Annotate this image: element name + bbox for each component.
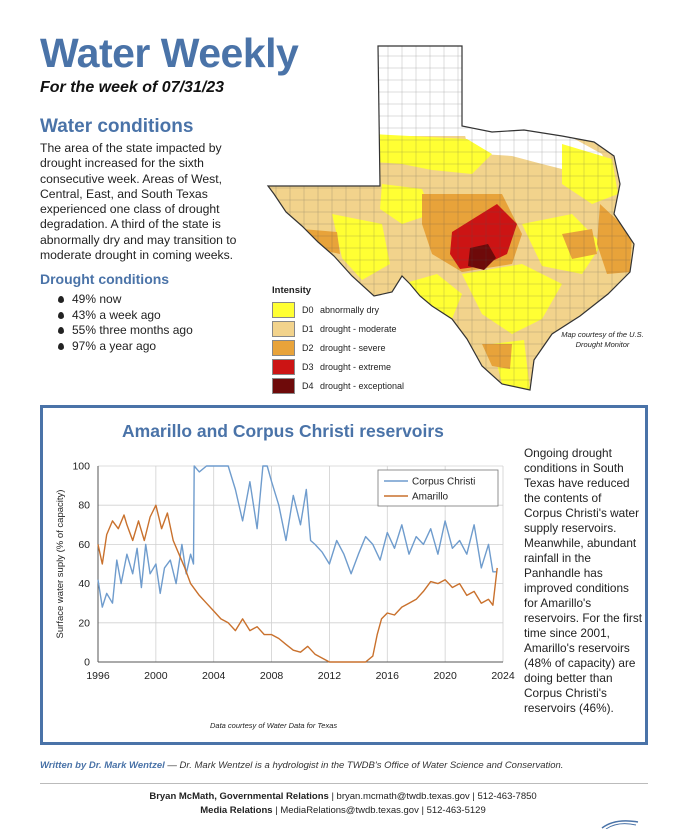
author-name: Written by Dr. Mark Wentzel <box>40 760 165 771</box>
drop-icon <box>58 296 64 303</box>
legend-item: D1 drought - moderate <box>272 319 404 338</box>
reservoir-description: Ongoing drought conditions in South Texa… <box>524 446 642 715</box>
legend-item: D0 abnormally dry <box>272 300 404 319</box>
drought-conditions-heading: Drought conditions <box>40 271 170 287</box>
reservoir-panel <box>40 405 648 745</box>
newsletter-title: Water Weekly <box>40 30 299 76</box>
week-subtitle: For the week of 07/31/23 <box>40 79 225 96</box>
reservoir-chart: 0 20 40 60 80 100 1996 2000 2004 2008 2012 2016 2020… <box>55 461 515 683</box>
legend-swatch <box>272 301 295 318</box>
contact-governmental: Bryan McMath, Governmental Relations | b… <box>149 791 537 802</box>
divider <box>40 783 648 784</box>
chart-legend-box <box>377 469 499 507</box>
data-credit: Data courtesy of Water Data for Texas <box>210 721 338 730</box>
y-tick-label: 80 <box>78 500 90 512</box>
legend-item: D3 drought - extreme <box>272 357 404 376</box>
series-line-amarillo <box>97 504 498 663</box>
author-bio: — Dr. Mark Wentzel is a hydrologist in t… <box>164 760 564 771</box>
x-tick-label: 2012 <box>318 670 342 682</box>
legend-item: D4 drought - exceptional <box>272 376 404 395</box>
y-tick-label: 100 <box>72 461 90 473</box>
drought-item: 97% a year ago <box>58 339 193 355</box>
legend-item: D2 drought - severe <box>272 338 404 357</box>
drought-item: 43% a week ago <box>58 308 193 324</box>
map-credit: Map courtesy of the U.S. Drought Monitor <box>561 330 644 349</box>
map-legend: Intensity D0 abnormally dry D1 drought - m… <box>272 285 404 395</box>
x-tick-label: 1996 <box>86 670 110 682</box>
x-tick-label: 2024 <box>491 670 515 682</box>
x-tick-label: 2020 <box>433 670 457 682</box>
water-conditions-heading: Water conditions <box>40 116 194 137</box>
drop-icon <box>58 342 64 350</box>
legend-label: Corpus Christi <box>412 477 475 488</box>
drought-list: 49% now 43% a week ago 55% three months … <box>58 292 193 354</box>
contact-media: Media Relations | MediaRelations@twdb.te… <box>200 805 486 816</box>
twdb-logo <box>601 820 639 829</box>
texas-drought-map <box>267 45 635 391</box>
drought-item: 49% now <box>58 292 193 308</box>
y-tick-label: 0 <box>84 657 90 669</box>
x-tick-label: 2008 <box>260 670 284 682</box>
legend-swatch <box>272 358 295 375</box>
chart-title: Amarillo and Corpus Christi reservoirs <box>122 421 444 441</box>
y-tick-label: 40 <box>78 578 90 590</box>
y-tick-label: 20 <box>78 617 90 629</box>
y-axis-label: Surface water suply (% of capacity) <box>55 490 66 639</box>
legend-swatch <box>272 320 295 337</box>
x-tick-label: 2004 <box>202 670 226 682</box>
y-tick-label: 60 <box>78 539 90 551</box>
x-tick-label: 2016 <box>376 670 400 682</box>
legend-swatch <box>272 377 295 394</box>
author-line: Written by Dr. Mark Wentzel — Dr. Mark W… <box>40 760 563 771</box>
drought-item: 55% three months ago <box>58 323 193 339</box>
legend-title: Intensity <box>272 285 312 296</box>
legend-swatch <box>272 339 295 356</box>
drop-icon <box>58 327 64 334</box>
drop-icon <box>58 311 64 319</box>
legend-label: Amarillo <box>412 492 449 503</box>
series-line-corpus-christi <box>97 465 498 608</box>
x-tick-label: 2000 <box>144 670 168 682</box>
water-conditions-paragraph: The area of the state impacted by drough… <box>40 141 237 263</box>
